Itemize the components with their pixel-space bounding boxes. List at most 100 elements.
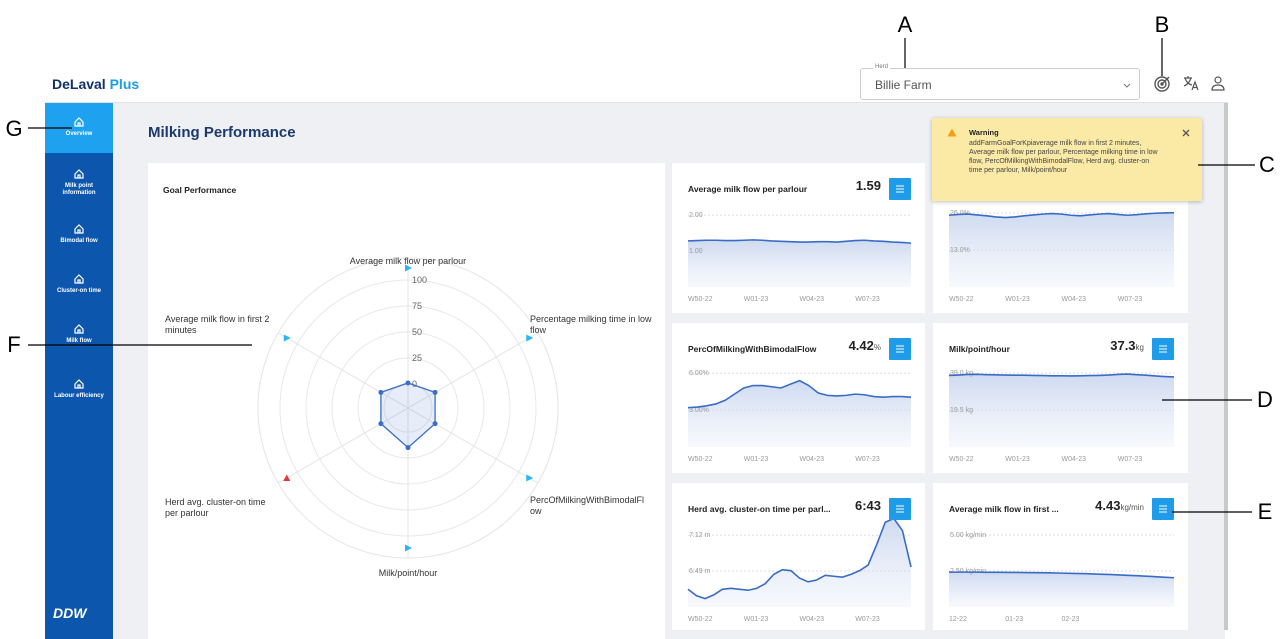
nav-item[interactable]: Milk flow [45, 310, 113, 360]
house-icon [74, 379, 84, 389]
nav-item[interactable]: Cluster-on time [45, 260, 113, 310]
kpi-chart: 7:12 m 6:49 m W50-22 W01-23 W04-23 W07-23 Herd… [687, 498, 912, 623]
line [687, 239, 912, 244]
area [688, 380, 911, 447]
brand-name: DeLaval [52, 76, 106, 92]
nav-icon [74, 379, 84, 389]
radar-point [432, 389, 438, 395]
radar-axis-label: PercOfMilkingWithBimodalFlow [530, 495, 645, 516]
area [688, 518, 911, 607]
kpi-chart: 2.00 1.00 W50-22 W01-23 W04-23 W07-23 Average … [687, 178, 912, 303]
herd-value: Billie Farm [875, 78, 932, 92]
house-icon [74, 117, 84, 127]
line [948, 211, 1175, 219]
house-icon [74, 324, 84, 334]
kpi-chart: 39.0 kg 19.5 kg W50-22 W01-23 W04-23 W07-23 Mi… [948, 338, 1175, 463]
x-tick-label: W04-23 [1062, 296, 1087, 303]
nav-icon [74, 324, 84, 334]
radar-chart: 100 75 50 25 0 [257, 257, 559, 559]
warning-toast: Warning addFarmGoalForKpiaverage milk fl… [932, 118, 1202, 201]
x-tick-label: W50-22 [949, 296, 974, 303]
x-tick-label: W01-23 [1005, 456, 1030, 463]
x-tick-label: W50-22 [688, 296, 713, 303]
details-button[interactable] [1152, 498, 1174, 520]
radar-tick-label: 50 [412, 327, 422, 337]
brand: DeLaval Plus [52, 76, 139, 92]
nav-icon [74, 117, 84, 127]
card-value: 4.42% [849, 337, 881, 355]
herd-select[interactable]: Herd Billie Farm [860, 64, 1140, 100]
card-title: Average milk flow per parlour [688, 184, 808, 194]
y-tick-label: 2.50 kg/min [950, 568, 986, 575]
x-tick-label: W07-23 [855, 296, 880, 303]
unit: % [873, 343, 881, 352]
callout-letter: A [898, 12, 913, 37]
details-button[interactable] [889, 178, 911, 200]
y-tick-label: 1.00 [689, 248, 703, 255]
close-button[interactable] [1182, 129, 1190, 137]
card-value: 4.43kg/min [1095, 497, 1144, 515]
x-tick-label: W01-23 [744, 456, 769, 463]
scrollbar[interactable] [1224, 103, 1228, 630]
callout-letter: F [7, 332, 20, 357]
nav-item[interactable]: Labour efficiency [45, 365, 113, 415]
details-button[interactable] [889, 338, 911, 360]
kpi-card: 39.0 kg 19.5 kg W50-22 W01-23 W04-23 W07-23 Mi… [933, 323, 1188, 473]
x-tick-label: W07-23 [855, 616, 880, 623]
details-button[interactable] [889, 498, 911, 520]
nav-item[interactable]: Milk point information [45, 155, 113, 205]
house-icon [74, 274, 84, 284]
value: 6:43 [854, 498, 881, 513]
house-icon [74, 169, 84, 179]
details-button[interactable] [1152, 338, 1174, 360]
nav-label: Labour efficiency [54, 393, 104, 399]
x-tick-label: W07-23 [1118, 456, 1143, 463]
nav-icon [74, 169, 84, 179]
x-tick-label: 12-22 [949, 616, 967, 623]
x-tick-label: W04-23 [800, 616, 825, 623]
goal-panel: Goal Performance [148, 163, 665, 639]
kpi-card: 7:12 m 6:49 m W50-22 W01-23 W04-23 W07-23 Herd… [672, 483, 925, 630]
line [948, 373, 1175, 378]
nav-item[interactable]: Bimodal flow [45, 210, 113, 260]
radar-tick-label: 75 [412, 301, 422, 311]
callout-letter: B [1155, 12, 1170, 37]
value: 37.3 [1110, 338, 1136, 353]
button-icon [896, 505, 904, 513]
warning-icon [947, 128, 957, 137]
nav-item[interactable]: Overview [45, 103, 113, 153]
x-tick-label: W04-23 [1062, 456, 1087, 463]
value: 4.43 [1095, 498, 1121, 513]
user-icon[interactable] [1211, 76, 1225, 91]
language-icon[interactable] [1183, 76, 1199, 91]
sidebar: Overview Milk point information Bimodal fl… [45, 103, 113, 639]
card-title: Average milk flow in first ... [949, 504, 1059, 514]
radar-point [405, 445, 411, 451]
x-tick-label: W07-23 [1118, 296, 1143, 303]
y-tick-label: 39.0 kg [950, 370, 973, 377]
line [687, 517, 912, 600]
value: 4.42 [848, 338, 874, 353]
y-tick-label: 5.00 kg/min [950, 532, 986, 539]
brand-suffix: Plus [109, 76, 140, 92]
line [949, 571, 1175, 579]
card-title: PercOfMilkingWithBimodalFlow [688, 344, 817, 354]
card-value: 6:43 [855, 497, 881, 515]
radar-axis-label: Average milk flow in first 2 minutes [165, 314, 270, 335]
callout-letter: G [5, 116, 22, 141]
radar-point [378, 389, 384, 395]
y-tick-label: 19.5 kg [950, 407, 973, 414]
goal-status-marker [405, 544, 412, 552]
radar-axis-label: Average milk flow per parlour [349, 256, 467, 266]
x-tick-label: W50-22 [949, 456, 974, 463]
nav-label: Milk flow [66, 338, 92, 344]
header-icons [1154, 76, 1225, 92]
kpi-card: 5.00 kg/min 2.50 kg/min 12-22 01-23 02-23 Ave… [933, 483, 1188, 630]
x-tick-label: W04-23 [800, 456, 825, 463]
radar-axis-label: Percentage milking time in low flow [530, 314, 652, 335]
nav-icon [74, 274, 84, 284]
goal-icon[interactable] [1154, 76, 1170, 92]
x-tick-label: W50-22 [688, 456, 713, 463]
radar-spoke [407, 407, 539, 484]
